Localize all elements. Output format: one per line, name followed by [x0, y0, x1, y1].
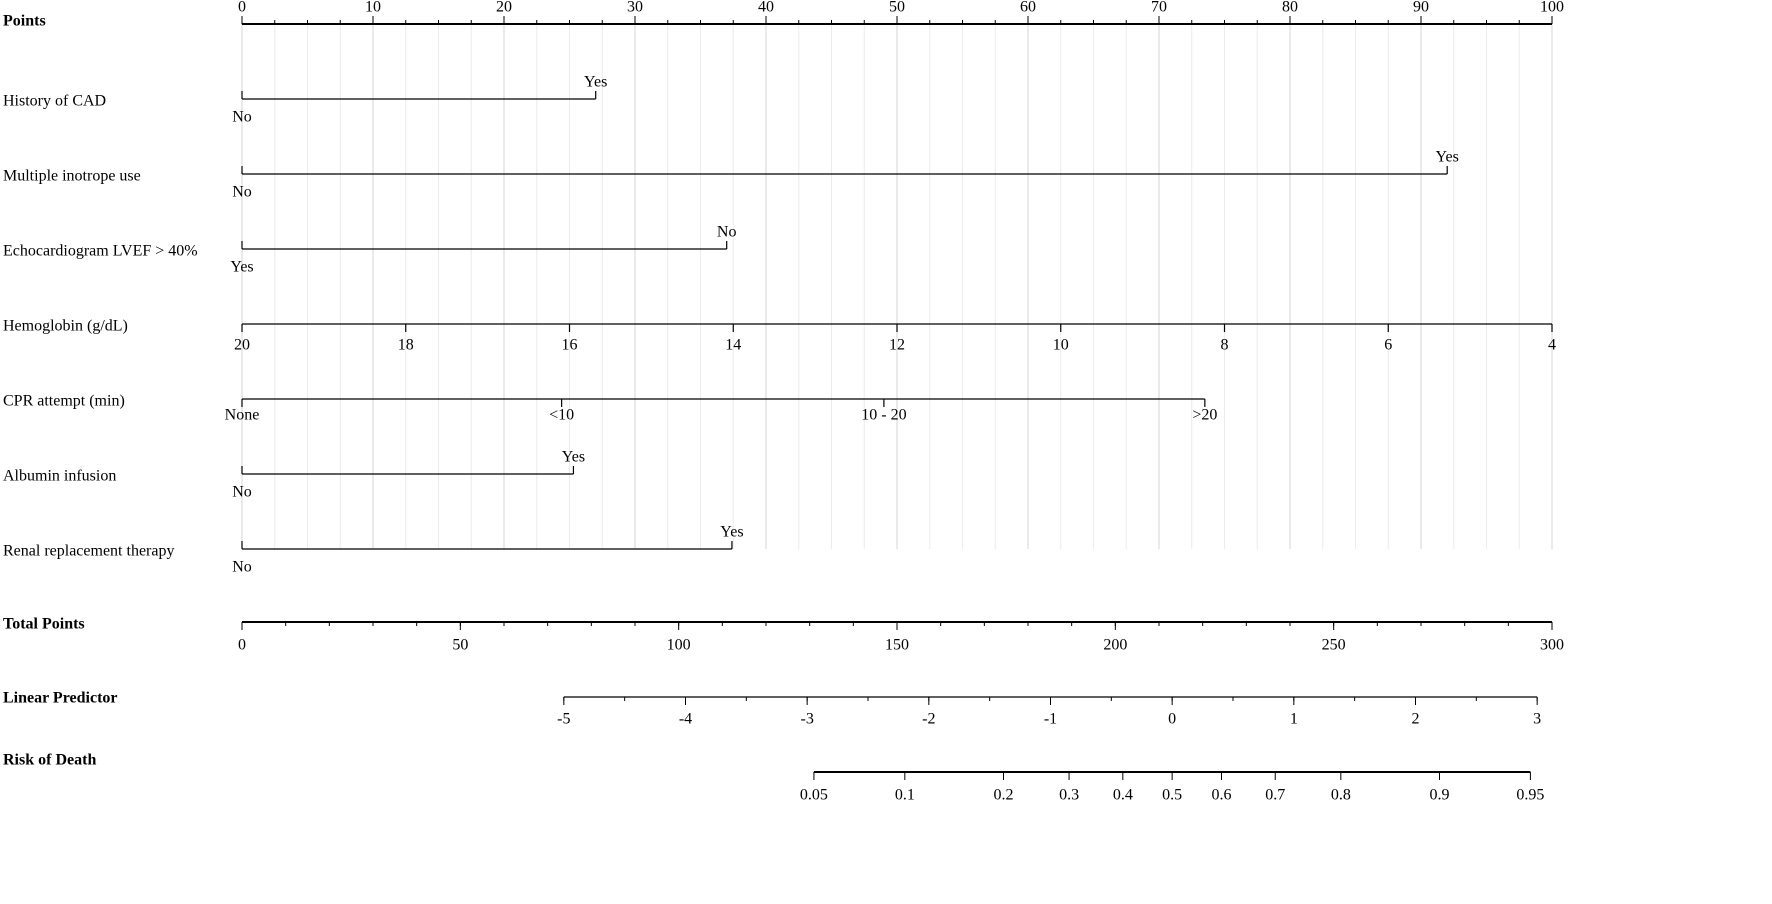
tick-label: 1	[1290, 711, 1298, 728]
variable-label: Multiple inotrope use	[3, 168, 141, 185]
variable-label: Renal replacement therapy	[3, 543, 174, 560]
level-label: No	[717, 224, 737, 241]
tick-label: 300	[1540, 637, 1564, 654]
tick-label: 4	[1548, 337, 1556, 354]
axis-title: Linear Predictor	[3, 690, 118, 707]
tick-label: 50	[452, 637, 468, 654]
level-label: Yes	[584, 74, 607, 91]
tick-label: 2	[1411, 711, 1419, 728]
axis-title: Total Points	[3, 616, 85, 633]
axis-title: Points	[3, 13, 46, 30]
level-label: None	[225, 407, 260, 424]
tick-label: 0.9	[1429, 787, 1449, 804]
tick-label: 90	[1413, 0, 1429, 16]
tick-label: 200	[1103, 637, 1127, 654]
variable-label: CPR attempt (min)	[3, 393, 125, 410]
tick-label: 8	[1221, 337, 1229, 354]
tick-label: -2	[922, 711, 935, 728]
tick-label: 12	[889, 337, 905, 354]
level-label: >20	[1192, 407, 1217, 424]
tick-label: -3	[800, 711, 813, 728]
tick-label: -5	[557, 711, 570, 728]
tick-label: 0	[238, 0, 246, 16]
level-label: No	[232, 484, 252, 501]
level-label: No	[232, 184, 252, 201]
tick-label: 20	[496, 0, 512, 16]
tick-label: 100	[667, 637, 691, 654]
tick-label: 250	[1322, 637, 1346, 654]
tick-label: 14	[725, 337, 741, 354]
variable-label: History of CAD	[3, 93, 106, 110]
variable-label: Echocardiogram LVEF > 40%	[3, 243, 198, 260]
tick-label: 0.3	[1059, 787, 1079, 804]
level-label: Yes	[1436, 149, 1459, 166]
tick-label: 0.6	[1211, 787, 1231, 804]
tick-label: 0.2	[993, 787, 1013, 804]
tick-label: 0.5	[1162, 787, 1182, 804]
tick-label: 0.7	[1265, 787, 1285, 804]
tick-label: 0	[238, 637, 246, 654]
tick-label: 0.8	[1331, 787, 1351, 804]
tick-label: 80	[1282, 0, 1298, 16]
tick-label: -4	[679, 711, 692, 728]
level-label: No	[232, 109, 252, 126]
tick-label: 10	[365, 0, 381, 16]
tick-label: 0.1	[895, 787, 915, 804]
tick-label: 3	[1533, 711, 1541, 728]
tick-label: 150	[885, 637, 909, 654]
tick-label: 50	[889, 0, 905, 16]
tick-label: 0.4	[1113, 787, 1133, 804]
tick-label: 20	[234, 337, 250, 354]
tick-label: -1	[1044, 711, 1057, 728]
tick-label: 16	[562, 337, 578, 354]
level-label: No	[232, 559, 252, 576]
level-label: Yes	[720, 524, 743, 541]
tick-label: 0.95	[1516, 787, 1544, 804]
tick-label: 60	[1020, 0, 1036, 16]
level-label: 10 - 20	[861, 407, 906, 424]
level-label: <10	[549, 407, 574, 424]
tick-label: 18	[398, 337, 414, 354]
tick-label: 30	[627, 0, 643, 16]
tick-label: 0	[1168, 711, 1176, 728]
tick-label: 6	[1384, 337, 1392, 354]
tick-label: 70	[1151, 0, 1167, 16]
tick-label: 0.05	[800, 787, 828, 804]
tick-label: 40	[758, 0, 774, 16]
level-label: Yes	[230, 259, 253, 276]
variable-label: Albumin infusion	[3, 468, 116, 485]
tick-label: 10	[1053, 337, 1069, 354]
axis-title: Risk of Death	[3, 752, 96, 769]
tick-label: 100	[1540, 0, 1564, 16]
level-label: Yes	[562, 449, 585, 466]
variable-label: Hemoglobin (g/dL)	[3, 318, 128, 335]
